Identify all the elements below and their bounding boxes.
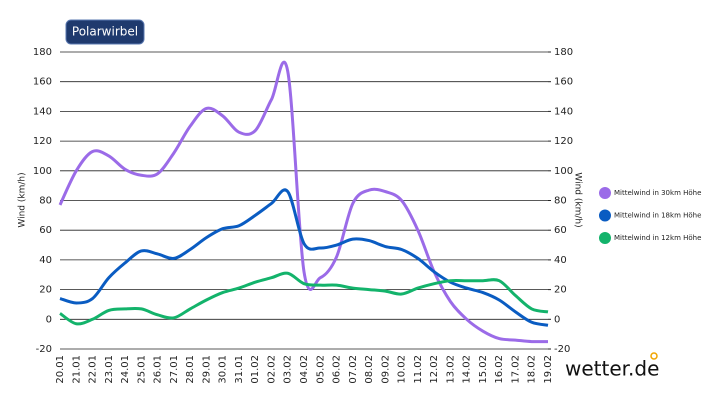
logo: wetter.de [565, 357, 659, 381]
y2-tick-label: 160 [554, 77, 573, 88]
x-tick-label: 05.02 [315, 355, 326, 384]
y2-tick-label: -20 [554, 344, 570, 355]
legend-marker [599, 232, 611, 244]
x-tick-label: 02.02 [266, 355, 277, 384]
x-tick-label: 11.02 [413, 355, 424, 384]
y-tick-label: 140 [33, 106, 52, 117]
legend-marker [599, 209, 611, 222]
x-tick-label: 24.01 [120, 355, 131, 384]
x-tick-label: 23.01 [104, 355, 115, 384]
x-tick-label: 13.02 [445, 355, 456, 384]
y-axis-label: Wind (km/h) [18, 172, 28, 227]
y-tick-label: 100 [33, 166, 52, 177]
y-tick-label: 40 [39, 255, 52, 266]
y-tick-label: 0 [46, 314, 52, 325]
x-tick-label: 01.02 [250, 355, 261, 384]
x-tick-label: 10.02 [397, 355, 408, 384]
x-tick-label: 31.01 [234, 355, 245, 384]
x-tick-label: 18.02 [527, 355, 538, 384]
y2-tick-label: 120 [554, 136, 573, 147]
y2-tick-label: 140 [554, 106, 573, 117]
y2-tick-label: 180 [554, 47, 573, 58]
x-tick-label: 21.01 [71, 355, 82, 384]
logo-dot [650, 352, 658, 360]
y-tick-label: 60 [39, 225, 52, 236]
x-tick-label: 09.02 [380, 355, 391, 384]
x-tick-label: 12.02 [429, 355, 440, 384]
legend-label: Mittelwind in 18km Höhe [614, 212, 701, 220]
x-tick-label: 14.02 [462, 355, 473, 384]
legend-label: Mittelwind in 30km Höhe [614, 189, 701, 197]
y2-tick-label: 40 [554, 255, 567, 266]
y-tick-label: 180 [33, 47, 52, 58]
series-line [58, 60, 549, 344]
series-line [59, 271, 549, 326]
y2-tick-label: 80 [554, 196, 567, 207]
y2-tick-label: 100 [554, 166, 573, 177]
x-tick-label: 03.02 [283, 355, 294, 384]
title-badge [65, 19, 145, 45]
x-tick-label: 08.02 [364, 355, 375, 384]
x-tick-label: 19.02 [543, 355, 554, 384]
x-tick-label: 29.01 [201, 355, 212, 384]
y-tick-label: 80 [39, 196, 52, 207]
x-tick-label: 17.02 [510, 355, 521, 384]
x-tick-label: 07.02 [348, 355, 359, 384]
x-tick-label: 22.01 [88, 355, 99, 384]
legend-marker [599, 187, 611, 199]
x-tick-label: 27.01 [169, 355, 180, 384]
y-tick-label: -20 [36, 344, 52, 355]
series-line [59, 188, 549, 327]
y-tick-label: 20 [39, 285, 52, 296]
y2-axis-label: Wind (km/h) [573, 172, 583, 227]
y-tick-label: 160 [33, 77, 52, 88]
x-tick-label: 26.01 [153, 355, 164, 384]
x-tick-label: 04.02 [299, 355, 310, 384]
x-tick-label: 30.01 [218, 355, 229, 384]
y2-tick-label: 60 [554, 225, 567, 236]
x-tick-label: 28.01 [185, 355, 196, 384]
x-tick-label: 25.01 [136, 355, 147, 384]
y2-tick-label: 20 [554, 285, 567, 296]
legend-label: Mittelwind in 12km Höhe [614, 234, 701, 242]
y-tick-label: 120 [33, 136, 52, 147]
y2-tick-label: 0 [554, 314, 560, 325]
x-tick-label: 06.02 [332, 355, 343, 384]
x-tick-label: 15.02 [478, 355, 489, 384]
x-tick-label: 20.01 [55, 355, 66, 384]
x-tick-label: 16.02 [494, 355, 505, 384]
chart-title: Polarwirbel [72, 25, 138, 39]
